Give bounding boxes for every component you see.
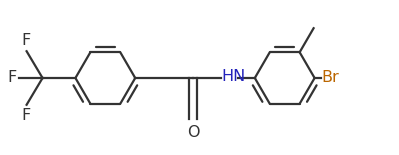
Text: HN: HN (221, 69, 245, 84)
Text: O: O (187, 125, 199, 140)
Text: Br: Br (322, 71, 339, 86)
Text: F: F (8, 71, 17, 86)
Text: F: F (21, 108, 30, 123)
Text: F: F (21, 33, 30, 48)
